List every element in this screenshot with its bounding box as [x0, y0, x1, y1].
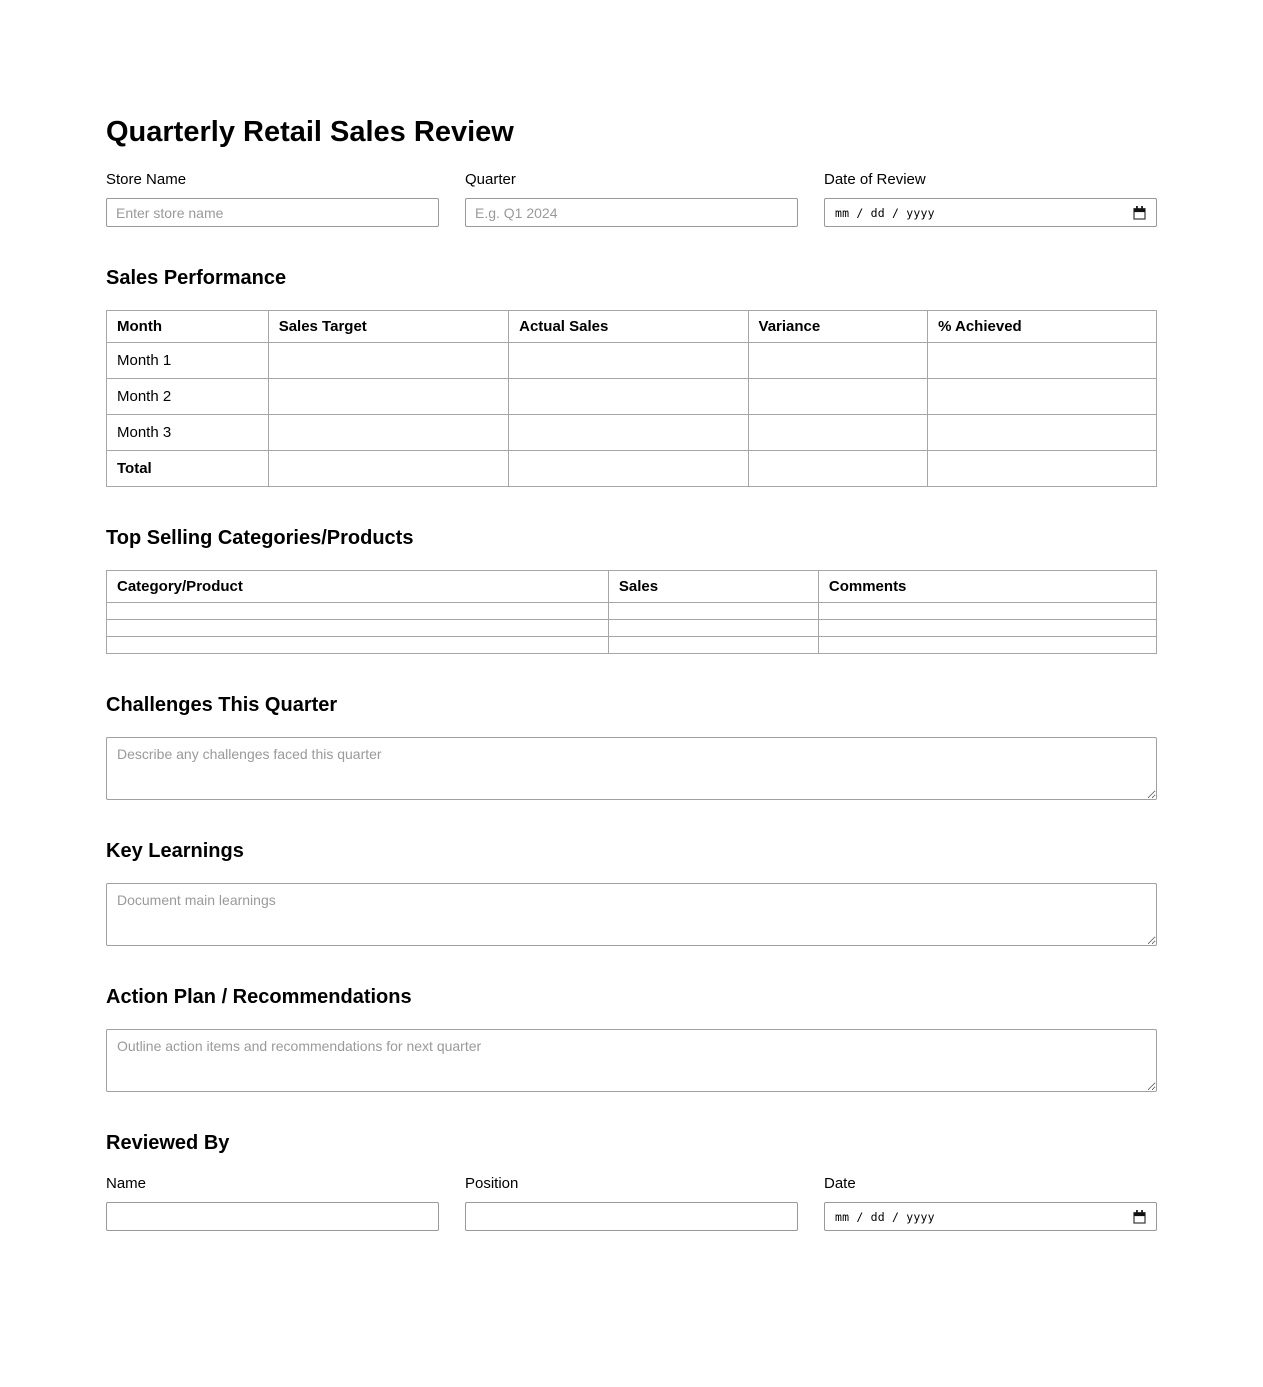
- reviewer-name-label: Name: [106, 1175, 147, 1193]
- column-header-month: Month: [106, 310, 269, 344]
- table-cell: [267, 414, 510, 452]
- table-cell: [267, 450, 510, 488]
- reviewer-position-label: Position: [465, 1175, 519, 1193]
- reviewer-position-field: Position: [465, 1175, 798, 1232]
- table-cell: [106, 602, 609, 621]
- store-name-input[interactable]: [106, 198, 439, 228]
- challenges-textarea[interactable]: [106, 737, 1157, 801]
- review-date-input[interactable]: mm / dd / yyyy: [824, 1202, 1157, 1232]
- reviewer-name-input[interactable]: [106, 1202, 439, 1232]
- quarter-input[interactable]: [465, 198, 798, 228]
- date-placeholder-text: mm / dd / yyyy: [835, 205, 935, 220]
- reviewed-by-fields-row: Name Position Date mm / dd / yyyy: [106, 1175, 1157, 1232]
- row-label-total: Total: [106, 450, 269, 488]
- column-header-percent-achieved: % Achieved: [927, 310, 1157, 344]
- header-fields-row: Store Name Quarter Date of Review mm / d…: [106, 171, 1157, 228]
- row-label: Month 3: [106, 414, 269, 452]
- date-of-review-label: Date of Review: [824, 171, 926, 189]
- table-header-row: Month Sales Target Actual Sales Variance…: [106, 310, 1157, 344]
- sales-performance-table: Month Sales Target Actual Sales Variance…: [106, 310, 1157, 488]
- table-cell: [817, 602, 1158, 621]
- table-cell: [927, 450, 1157, 488]
- date-of-review-input[interactable]: mm / dd / yyyy: [824, 198, 1157, 228]
- review-date-label: Date: [824, 1175, 856, 1193]
- table-cell: [508, 342, 749, 380]
- table-row-month-3: Month 3: [106, 414, 1157, 452]
- key-learnings-textarea[interactable]: [106, 883, 1157, 947]
- table-cell: [927, 414, 1157, 452]
- store-name-label: Store Name: [106, 171, 187, 189]
- table-cell: [508, 450, 749, 488]
- column-header-sales-target: Sales Target: [267, 310, 510, 344]
- table-cell: [508, 378, 749, 416]
- table-row: [106, 602, 1158, 621]
- table-row: [106, 636, 1158, 655]
- row-label: Month 2: [106, 378, 269, 416]
- top-selling-table: Category/Product Sales Comments: [106, 570, 1158, 655]
- table-cell: [747, 414, 929, 452]
- action-plan-textarea[interactable]: [106, 1029, 1157, 1093]
- section-heading-challenges: Challenges This Quarter: [106, 694, 338, 717]
- table-row-month-2: Month 2: [106, 378, 1157, 416]
- table-row: [106, 619, 1158, 638]
- calendar-icon[interactable]: [1133, 1209, 1146, 1224]
- table-cell: [817, 636, 1158, 655]
- section-heading-reviewed-by: Reviewed By: [106, 1132, 230, 1155]
- date-placeholder-text: mm / dd / yyyy: [835, 1209, 935, 1224]
- table-cell: [927, 342, 1157, 380]
- table-header-row: Category/Product Sales Comments: [106, 570, 1158, 604]
- section-heading-action-plan: Action Plan / Recommendations: [106, 986, 412, 1009]
- table-cell: [607, 619, 819, 638]
- column-header-variance: Variance: [747, 310, 929, 344]
- table-row-total: Total: [106, 450, 1157, 488]
- column-header-sales: Sales: [607, 570, 819, 604]
- table-cell: [817, 619, 1158, 638]
- column-header-actual-sales: Actual Sales: [508, 310, 749, 344]
- review-date-field: Date mm / dd / yyyy: [824, 1175, 1157, 1232]
- column-header-category-product: Category/Product: [106, 570, 609, 604]
- table-row-month-1: Month 1: [106, 342, 1157, 380]
- quarter-field: Quarter: [465, 171, 798, 228]
- calendar-icon[interactable]: [1133, 205, 1146, 220]
- quarter-label: Quarter: [465, 171, 516, 189]
- table-cell: [607, 602, 819, 621]
- reviewer-position-input[interactable]: [465, 1202, 798, 1232]
- table-cell: [106, 636, 609, 655]
- page-title: Quarterly Retail Sales Review: [106, 116, 514, 148]
- table-cell: [607, 636, 819, 655]
- date-of-review-field: Date of Review mm / dd / yyyy: [824, 171, 1157, 228]
- section-heading-top-selling: Top Selling Categories/Products: [106, 527, 414, 550]
- section-heading-sales-performance: Sales Performance: [106, 267, 287, 290]
- section-heading-key-learnings: Key Learnings: [106, 840, 244, 863]
- column-header-comments: Comments: [817, 570, 1158, 604]
- row-label: Month 1: [106, 342, 269, 380]
- reviewer-name-field: Name: [106, 1175, 439, 1232]
- store-name-field: Store Name: [106, 171, 439, 228]
- table-cell: [267, 342, 510, 380]
- table-cell: [747, 450, 929, 488]
- table-cell: [747, 378, 929, 416]
- table-cell: [508, 414, 749, 452]
- table-cell: [927, 378, 1157, 416]
- table-cell: [747, 342, 929, 380]
- table-cell: [106, 619, 609, 638]
- form-page: Quarterly Retail Sales Review Store Name…: [106, 0, 1158, 1387]
- table-cell: [267, 378, 510, 416]
